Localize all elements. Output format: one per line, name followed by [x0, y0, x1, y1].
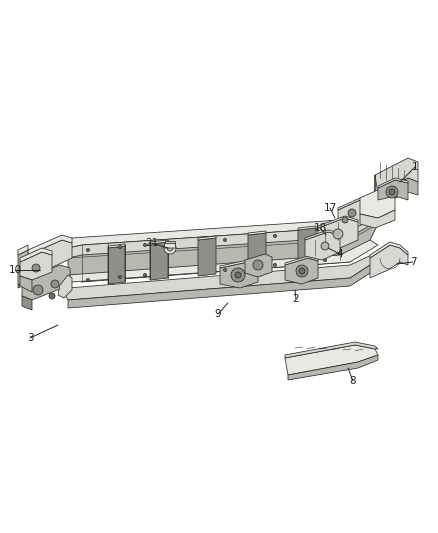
Polygon shape [108, 244, 125, 248]
Circle shape [49, 293, 55, 299]
Polygon shape [28, 235, 72, 255]
Polygon shape [22, 265, 70, 300]
Polygon shape [60, 252, 378, 300]
Polygon shape [375, 175, 378, 210]
Circle shape [119, 276, 121, 279]
Circle shape [386, 186, 398, 198]
Circle shape [164, 242, 176, 254]
Polygon shape [18, 280, 28, 288]
Circle shape [231, 268, 245, 282]
Polygon shape [28, 240, 72, 272]
Polygon shape [165, 241, 175, 243]
Circle shape [389, 189, 395, 195]
Polygon shape [58, 275, 72, 298]
Polygon shape [285, 345, 378, 375]
Polygon shape [68, 200, 388, 248]
Polygon shape [20, 252, 52, 280]
Polygon shape [360, 188, 395, 218]
Circle shape [273, 263, 276, 266]
Circle shape [119, 246, 121, 248]
Circle shape [321, 242, 329, 250]
Polygon shape [68, 205, 388, 258]
Polygon shape [338, 225, 355, 238]
Polygon shape [285, 342, 378, 358]
Circle shape [324, 259, 326, 262]
Circle shape [167, 245, 173, 251]
Circle shape [144, 244, 146, 246]
Polygon shape [248, 231, 266, 235]
Circle shape [299, 268, 305, 274]
Circle shape [348, 209, 356, 217]
Text: 7: 7 [410, 257, 416, 267]
Circle shape [33, 285, 43, 295]
Polygon shape [220, 260, 258, 268]
Polygon shape [150, 242, 168, 280]
Polygon shape [370, 245, 408, 278]
Polygon shape [68, 210, 388, 282]
Polygon shape [248, 233, 266, 270]
Polygon shape [285, 256, 318, 265]
Polygon shape [370, 242, 408, 258]
Polygon shape [298, 226, 316, 230]
Polygon shape [220, 262, 258, 288]
Text: 17: 17 [323, 203, 337, 213]
Polygon shape [164, 243, 176, 248]
Text: 8: 8 [350, 376, 356, 386]
Text: 1: 1 [412, 162, 418, 172]
Circle shape [235, 272, 241, 278]
Polygon shape [150, 240, 168, 244]
Polygon shape [20, 248, 52, 262]
Polygon shape [318, 218, 358, 248]
Circle shape [253, 260, 263, 270]
Circle shape [51, 280, 59, 288]
Text: 2: 2 [293, 294, 299, 304]
Text: 10: 10 [8, 265, 21, 275]
Polygon shape [378, 178, 408, 188]
Circle shape [296, 265, 308, 277]
Polygon shape [318, 216, 358, 228]
Polygon shape [305, 232, 340, 260]
Text: 18: 18 [313, 223, 327, 233]
Polygon shape [360, 210, 395, 228]
Polygon shape [305, 230, 340, 240]
Polygon shape [68, 260, 378, 308]
Polygon shape [285, 258, 318, 284]
Polygon shape [18, 245, 28, 255]
Text: 3: 3 [27, 333, 33, 343]
Polygon shape [198, 236, 216, 240]
Circle shape [32, 264, 40, 272]
Text: 9: 9 [215, 309, 221, 319]
Circle shape [273, 235, 276, 238]
Text: 21: 21 [145, 238, 159, 248]
Circle shape [144, 273, 146, 277]
Polygon shape [108, 246, 125, 284]
Polygon shape [60, 240, 378, 292]
Circle shape [86, 279, 89, 281]
Polygon shape [18, 250, 28, 285]
Circle shape [342, 217, 348, 223]
Circle shape [223, 269, 226, 271]
Polygon shape [375, 178, 418, 208]
Polygon shape [198, 238, 216, 276]
Polygon shape [288, 355, 378, 380]
Circle shape [333, 229, 343, 239]
Circle shape [324, 230, 326, 232]
Polygon shape [378, 180, 408, 200]
Circle shape [223, 238, 226, 241]
Text: 4: 4 [337, 249, 343, 259]
Polygon shape [298, 228, 316, 264]
Polygon shape [28, 268, 42, 285]
Polygon shape [375, 158, 418, 195]
Circle shape [86, 248, 89, 252]
Polygon shape [338, 200, 372, 228]
Polygon shape [22, 296, 32, 310]
Polygon shape [20, 276, 32, 292]
Polygon shape [338, 198, 372, 210]
Polygon shape [245, 254, 272, 277]
